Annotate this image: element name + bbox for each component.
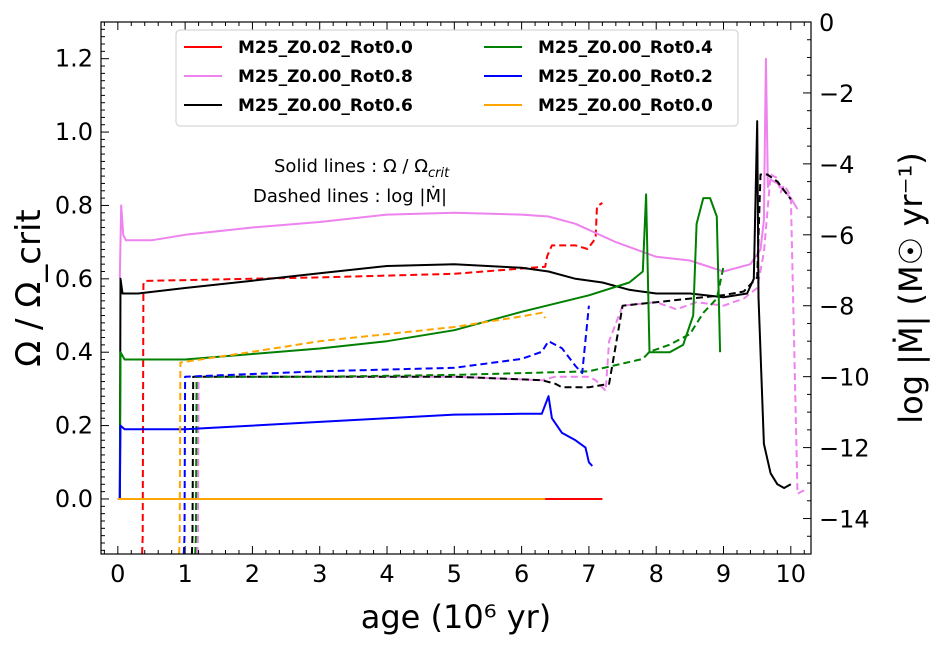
legend-label: M25_Z0.00_Rot0.2 bbox=[538, 67, 713, 87]
x-tick-label: 4 bbox=[379, 560, 394, 588]
x-tick-label: 9 bbox=[716, 560, 731, 588]
series-layer bbox=[117, 57, 805, 554]
series-4-omega-line bbox=[118, 395, 594, 500]
y-left-tick-label: 0.4 bbox=[55, 338, 93, 366]
x-tick-label: 0 bbox=[110, 560, 125, 588]
y-left-tick-label: 0.6 bbox=[55, 265, 93, 293]
x-tick-label: 8 bbox=[649, 560, 664, 588]
legend-label: M25_Z0.02_Rot0.0 bbox=[238, 38, 413, 58]
y-right-tick-label: −6 bbox=[819, 222, 854, 250]
y-left-tick-label: 0.0 bbox=[55, 485, 93, 513]
series-2-omega-line bbox=[118, 120, 792, 500]
legend-label: M25_Z0.00_Rot0.6 bbox=[238, 96, 413, 116]
x-tick-label: 6 bbox=[514, 560, 529, 588]
y-right-tick-label: −4 bbox=[819, 151, 854, 179]
x-tick-label: 10 bbox=[776, 560, 807, 588]
x-tick-label: 7 bbox=[581, 560, 596, 588]
y-right-tick-label: −10 bbox=[819, 364, 870, 392]
series-4-mdot-line bbox=[182, 305, 590, 554]
y-left-tick-label: 0.2 bbox=[55, 412, 93, 440]
x-tick-label: 5 bbox=[447, 560, 462, 588]
y-left-tick-label: 0.8 bbox=[55, 191, 93, 219]
legend-label: M25_Z0.00_Rot0.4 bbox=[538, 38, 713, 58]
series-3-mdot-line bbox=[194, 266, 725, 554]
series-1-mdot-line bbox=[196, 173, 805, 554]
series-3-omega-line bbox=[118, 193, 722, 500]
legend: M25_Z0.02_Rot0.0 M25_Z0.00_Rot0.8 M25_Z0.0… bbox=[175, 29, 739, 127]
x-tick-label: 1 bbox=[177, 560, 192, 588]
ticks-layer: 0 1 2 3 4 5 6 7 8 9 10 0.0 0.2 0.4 0.6 0.8 1.0 1.2 0 −2 −4 −6… bbox=[55, 9, 870, 588]
annotation-solid-lines: Solid lines : Ω / Ωcrit bbox=[274, 156, 450, 181]
legend-label: M25_Z0.00_Rot0.0 bbox=[538, 96, 713, 116]
legend-box bbox=[175, 29, 739, 127]
series-0-mdot-line bbox=[141, 202, 603, 554]
y-right-tick-label: 0 bbox=[819, 9, 834, 37]
x-tick-label: 3 bbox=[312, 560, 327, 588]
x-tick-label: 2 bbox=[245, 560, 260, 588]
y-right-tick-label: −12 bbox=[819, 435, 870, 463]
y-axis-title-right: log |Ṁ| (M☉ yr⁻¹) bbox=[892, 152, 930, 424]
legend-label: M25_Z0.00_Rot0.8 bbox=[238, 67, 413, 87]
y-right-tick-label: −8 bbox=[819, 293, 854, 321]
series-2-mdot-line bbox=[190, 173, 792, 554]
x-axis-title: age (10⁶ yr) bbox=[361, 598, 552, 636]
y-left-tick-label: 1.2 bbox=[55, 45, 93, 73]
y-axis-title-left: Ω / Ω_crit bbox=[9, 209, 49, 366]
y-left-tick-label: 1.0 bbox=[55, 118, 93, 146]
annotation-dashed-lines: Dashed lines : log |Ṁ| bbox=[253, 186, 447, 207]
series-5-mdot-line bbox=[178, 311, 547, 554]
y-right-tick-label: −14 bbox=[819, 506, 870, 534]
y-right-tick-label: −2 bbox=[819, 80, 854, 108]
series-1-omega-line bbox=[118, 57, 799, 279]
